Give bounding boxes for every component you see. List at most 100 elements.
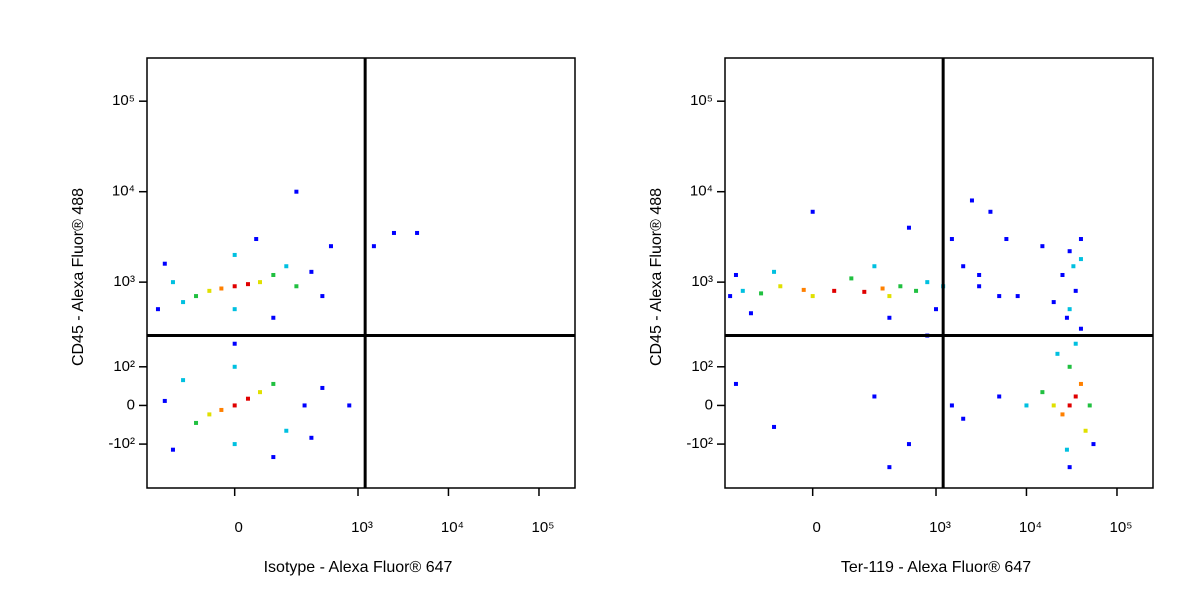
event-dot: [194, 420, 199, 425]
x-axis-title: Ter-119 - Alexa Fluor® 647: [841, 559, 1031, 576]
y-tick-label: -10²: [686, 435, 713, 452]
event-dot: [1015, 294, 1020, 299]
event-dot: [347, 403, 352, 408]
event-dot: [1073, 288, 1078, 293]
event-dot: [887, 465, 892, 470]
event-dot: [1073, 394, 1078, 399]
event-dot: [181, 378, 186, 383]
event-dot: [906, 442, 911, 447]
event-dot: [733, 272, 738, 277]
event-dot: [219, 286, 224, 291]
event-dot: [294, 284, 299, 289]
event-dot: [997, 394, 1002, 399]
event-dot: [997, 294, 1002, 299]
plot-frame: [146, 57, 576, 489]
y-tick-label: 0: [127, 396, 135, 413]
event-dot: [294, 189, 299, 194]
event-dot: [219, 407, 224, 412]
event-dot: [949, 403, 954, 408]
event-dot: [862, 289, 867, 294]
event-dot: [898, 284, 903, 289]
event-dot: [778, 284, 783, 289]
event-dot: [949, 237, 954, 242]
event-dot: [162, 261, 167, 266]
event-dot: [284, 264, 289, 269]
event-dot: [934, 307, 939, 312]
event-dot: [1078, 326, 1083, 331]
event-dot: [1067, 403, 1072, 408]
event-dot: [162, 398, 167, 403]
event-dot: [1078, 381, 1083, 386]
event-dot: [1071, 264, 1076, 269]
x-tick-label: 0: [813, 519, 821, 536]
event-dot: [207, 412, 212, 417]
event-dot: [1040, 244, 1045, 249]
event-dot: [258, 280, 263, 285]
x-tick-label: 10⁴: [1019, 519, 1042, 536]
event-dot: [810, 209, 815, 214]
event-dot: [961, 416, 966, 421]
y-tick-label: 10⁴: [690, 183, 713, 200]
event-dot: [914, 288, 919, 293]
event-dot: [371, 244, 376, 249]
y-tick-label: 10⁵: [690, 92, 713, 109]
event-dot: [271, 272, 276, 277]
event-dot: [245, 396, 250, 401]
event-dot: [254, 237, 259, 242]
event-dot: [1004, 237, 1009, 242]
event-dot: [271, 315, 276, 320]
event-dot: [810, 294, 815, 299]
event-dot: [207, 288, 212, 293]
event-dot: [1067, 307, 1072, 312]
y-tick-label: 10²: [113, 358, 135, 375]
event-dot: [849, 276, 854, 281]
event-dot: [415, 230, 420, 235]
event-dot: [961, 264, 966, 269]
event-dot: [772, 269, 777, 274]
event-dot: [925, 280, 930, 285]
event-dot: [801, 287, 806, 292]
event-dot: [1064, 315, 1069, 320]
x-tick-label: 0: [235, 519, 243, 536]
y-tick-label: -10²: [108, 435, 135, 452]
x-tick-label: 10³: [351, 519, 373, 536]
event-dot: [1024, 403, 1029, 408]
event-dot: [872, 394, 877, 399]
x-tick-label: 10³: [929, 519, 951, 536]
event-dot: [977, 284, 982, 289]
event-dot: [155, 307, 160, 312]
event-dot: [302, 403, 307, 408]
event-dot: [320, 385, 325, 390]
event-dot: [880, 286, 885, 291]
event-dot: [194, 294, 199, 299]
event-dot: [1067, 249, 1072, 254]
y-axis-title: CD45 - Alexa Fluor® 488: [648, 188, 665, 366]
event-dot: [1051, 300, 1056, 305]
event-dot: [887, 294, 892, 299]
event-dot: [328, 244, 333, 249]
event-dot: [391, 230, 396, 235]
event-dot: [733, 381, 738, 386]
event-dot: [232, 442, 237, 447]
event-dot: [245, 282, 250, 287]
plot-frame: [724, 57, 1154, 489]
event-dot: [759, 291, 764, 296]
event-dot: [832, 288, 837, 293]
event-dot: [170, 280, 175, 285]
event-dot: [309, 435, 314, 440]
event-dot: [1067, 364, 1072, 369]
event-dot: [872, 264, 877, 269]
event-dot: [1067, 465, 1072, 470]
event-dot: [232, 341, 237, 346]
plot: 0 10³ 10⁴ 10⁵ 10⁵ 10⁴ 10³ 10² 0 -10² Ter-119 - Ale…: [648, 57, 1154, 576]
event-dot: [887, 315, 892, 320]
event-dot: [284, 428, 289, 433]
event-dot: [1051, 403, 1056, 408]
plot: 0 10³ 10⁴ 10⁵ 10⁵ 10⁴ 10³ 10² 0 -10² Isotype - Ale…: [70, 57, 576, 576]
event-dot: [1087, 403, 1092, 408]
event-dot: [1078, 257, 1083, 262]
event-dot: [1060, 412, 1065, 417]
event-dot: [748, 311, 753, 316]
x-tick-label: 10⁵: [532, 519, 555, 536]
